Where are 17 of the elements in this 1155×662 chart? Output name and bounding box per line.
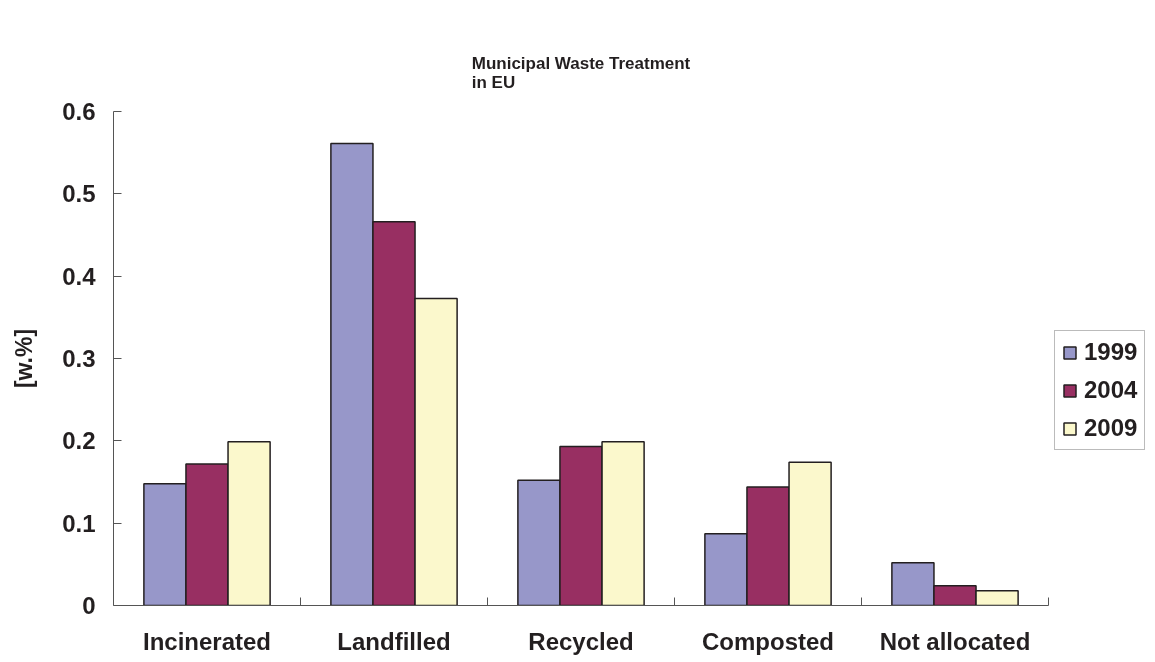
y-tick-label: 0.1 [62,509,96,537]
y-axis-title: [w.%] [11,328,38,389]
x-tick-label: Landfilled [337,627,451,655]
chart-title: Municipal Waste Treatment in EU [471,53,691,92]
y-tick-label: 0.4 [62,262,97,290]
y-tick-label: 0.5 [62,180,96,208]
legend-label: 2009 [1084,414,1138,442]
legend-label: 1999 [1084,338,1138,366]
x-tick-label: Incinerated [142,627,272,655]
x-tick-label: Not allocated [879,627,1031,655]
legend-label: 2004 [1084,376,1138,404]
y-tick-label: 0.2 [62,427,96,455]
y-tick-label: 0 [82,592,96,619]
y-tick-label: 0.6 [62,98,96,125]
x-tick-label: Composted [702,627,834,655]
x-tick-label: Recycled [528,627,634,655]
y-tick-label: 0.3 [62,345,96,372]
